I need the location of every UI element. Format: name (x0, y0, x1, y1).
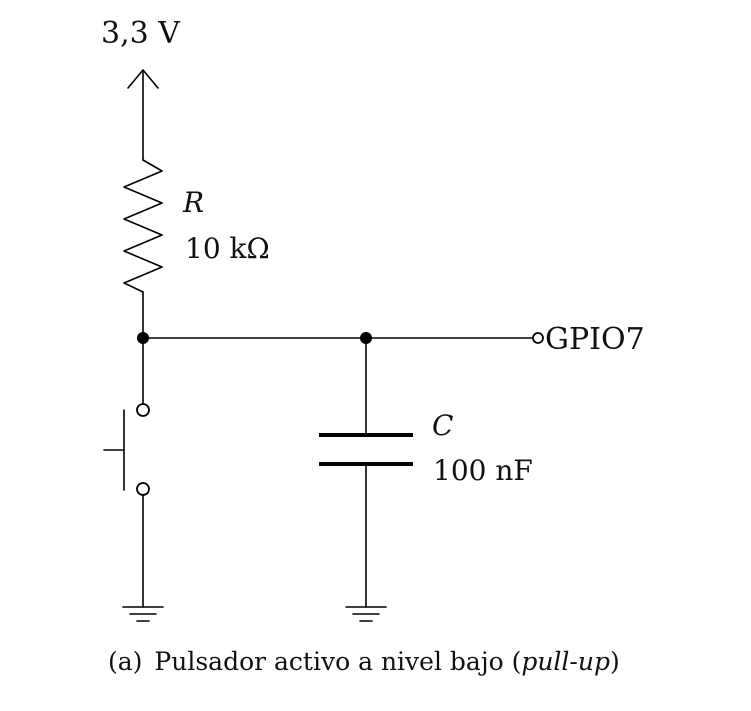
capacitor-symbol (319, 433, 413, 466)
capacitor-name: C (432, 409, 453, 442)
button-contact-top (136, 403, 150, 417)
supply-label: 3,3 V (101, 16, 181, 51)
gpio-label: GPIO7 (545, 322, 645, 357)
caption-text: Pulsador activo a nivel bajo ( (154, 647, 521, 676)
push-button-icon (103, 409, 125, 491)
supply-arrow-icon (127, 69, 159, 161)
ground-icon-left (122, 606, 164, 622)
resistor-value: 10 kΩ (185, 232, 270, 265)
ground-icon-right (345, 606, 387, 622)
button-contact-bottom (136, 482, 150, 496)
figure-caption: (a) Pulsador activo a nivel bajo (pull-up… (108, 647, 620, 676)
resistor-name: R (182, 186, 204, 219)
resistor-symbol (123, 159, 163, 293)
caption-prefix: (a) (108, 647, 142, 676)
caption-emphasis: pull-up (521, 647, 610, 676)
capacitor-value: 100 nF (433, 454, 533, 487)
gpio-terminal (532, 332, 544, 344)
caption-suffix: ) (610, 647, 620, 676)
